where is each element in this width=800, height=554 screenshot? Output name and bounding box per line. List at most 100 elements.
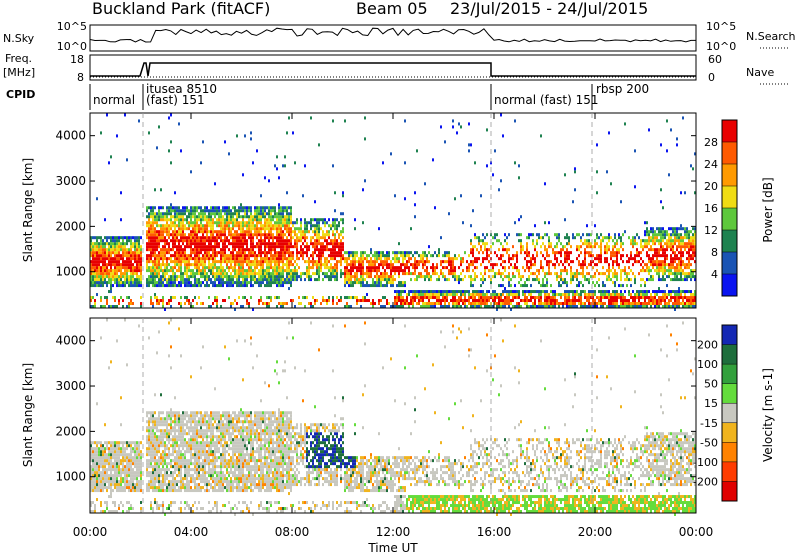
power-cell — [594, 224, 596, 228]
power-cell — [232, 302, 234, 306]
power-cell — [244, 224, 246, 228]
power-cell — [520, 278, 522, 282]
power-cell — [414, 266, 416, 270]
power-cell — [652, 257, 654, 261]
power-cell — [434, 206, 436, 210]
power-cell — [284, 269, 286, 273]
power-cell — [532, 278, 534, 282]
power-cell — [276, 212, 278, 216]
power-cell — [644, 296, 646, 300]
power-cell — [128, 284, 130, 288]
power-cell — [272, 248, 274, 252]
power-cell — [502, 266, 504, 270]
power-cell — [410, 263, 412, 267]
power-cell — [518, 305, 520, 309]
power-cell — [682, 263, 684, 267]
power-cell — [348, 272, 350, 276]
power-cell — [314, 248, 316, 252]
power-cell — [256, 230, 258, 234]
power-cell — [414, 263, 416, 267]
power-cell — [288, 248, 290, 252]
power-cell — [486, 290, 488, 294]
power-cell — [318, 236, 320, 240]
power-cell — [646, 242, 648, 246]
power-cell — [238, 233, 240, 237]
power-cell — [194, 239, 196, 243]
power-cell — [278, 284, 280, 288]
power-cell — [398, 296, 400, 300]
power-cell — [276, 305, 278, 309]
power-cell — [442, 305, 444, 309]
power-cell — [566, 242, 568, 246]
power-cell — [116, 257, 118, 261]
power-cell — [202, 266, 204, 270]
power-cell — [304, 218, 306, 222]
power-cell — [482, 260, 484, 264]
power-cell — [518, 302, 520, 306]
cpid-entry-itusea: itusea 8510 — [146, 82, 217, 96]
power-cell — [332, 302, 334, 306]
power-cell — [94, 242, 96, 246]
power-cell — [506, 296, 508, 300]
power-cell — [126, 266, 128, 270]
power-cell — [426, 302, 428, 306]
power-cell — [202, 260, 204, 264]
power-cell — [312, 218, 314, 222]
power-cell — [210, 263, 212, 267]
power-cell — [404, 290, 406, 294]
power-cell — [452, 125, 454, 129]
power-cell — [250, 227, 252, 231]
power-cell — [554, 266, 556, 270]
power-cell — [200, 212, 202, 216]
power-cell — [584, 275, 586, 279]
power-cell — [602, 272, 604, 276]
power-cell — [326, 299, 328, 303]
power-cell — [556, 236, 558, 240]
power-cell — [224, 224, 226, 228]
power-cell — [614, 275, 616, 279]
power-cell — [116, 281, 118, 285]
power-cell — [110, 155, 112, 159]
power-cell — [414, 299, 416, 303]
power-cell — [222, 254, 224, 258]
power-cell — [404, 263, 406, 267]
power-cell — [318, 143, 320, 147]
power-cell — [216, 233, 218, 237]
power-cell — [674, 272, 676, 276]
power-cell — [164, 212, 166, 216]
power-cell — [670, 293, 672, 297]
power-cell — [684, 266, 686, 270]
power-cell — [662, 245, 664, 249]
power-cell — [190, 245, 192, 249]
power-cell — [676, 290, 678, 294]
power-cell — [158, 257, 160, 261]
power-cell — [440, 299, 442, 303]
power-cell — [524, 290, 526, 294]
power-cell — [442, 290, 444, 294]
power-cell — [108, 260, 110, 264]
power-cell — [96, 269, 98, 273]
power-cell — [392, 266, 394, 270]
power-cell — [538, 233, 540, 237]
power-cell — [290, 221, 292, 225]
power-cell — [480, 296, 482, 300]
power-cell — [588, 251, 590, 255]
power-cell — [398, 251, 400, 255]
power-cell — [426, 260, 428, 264]
power-cell — [148, 257, 150, 261]
power-cell — [440, 125, 442, 129]
power-cell — [340, 260, 342, 264]
power-cell — [576, 272, 578, 276]
power-cell — [150, 278, 152, 282]
power-cell — [260, 245, 262, 249]
power-cell — [228, 233, 230, 237]
power-cell — [676, 263, 678, 267]
power-cell — [346, 263, 348, 267]
power-cell — [512, 305, 514, 309]
power-cell — [678, 278, 680, 282]
power-cell — [210, 233, 212, 237]
power-cell — [198, 269, 200, 273]
power-cell — [300, 272, 302, 276]
power-cell — [534, 248, 536, 252]
power-cell — [612, 302, 614, 306]
